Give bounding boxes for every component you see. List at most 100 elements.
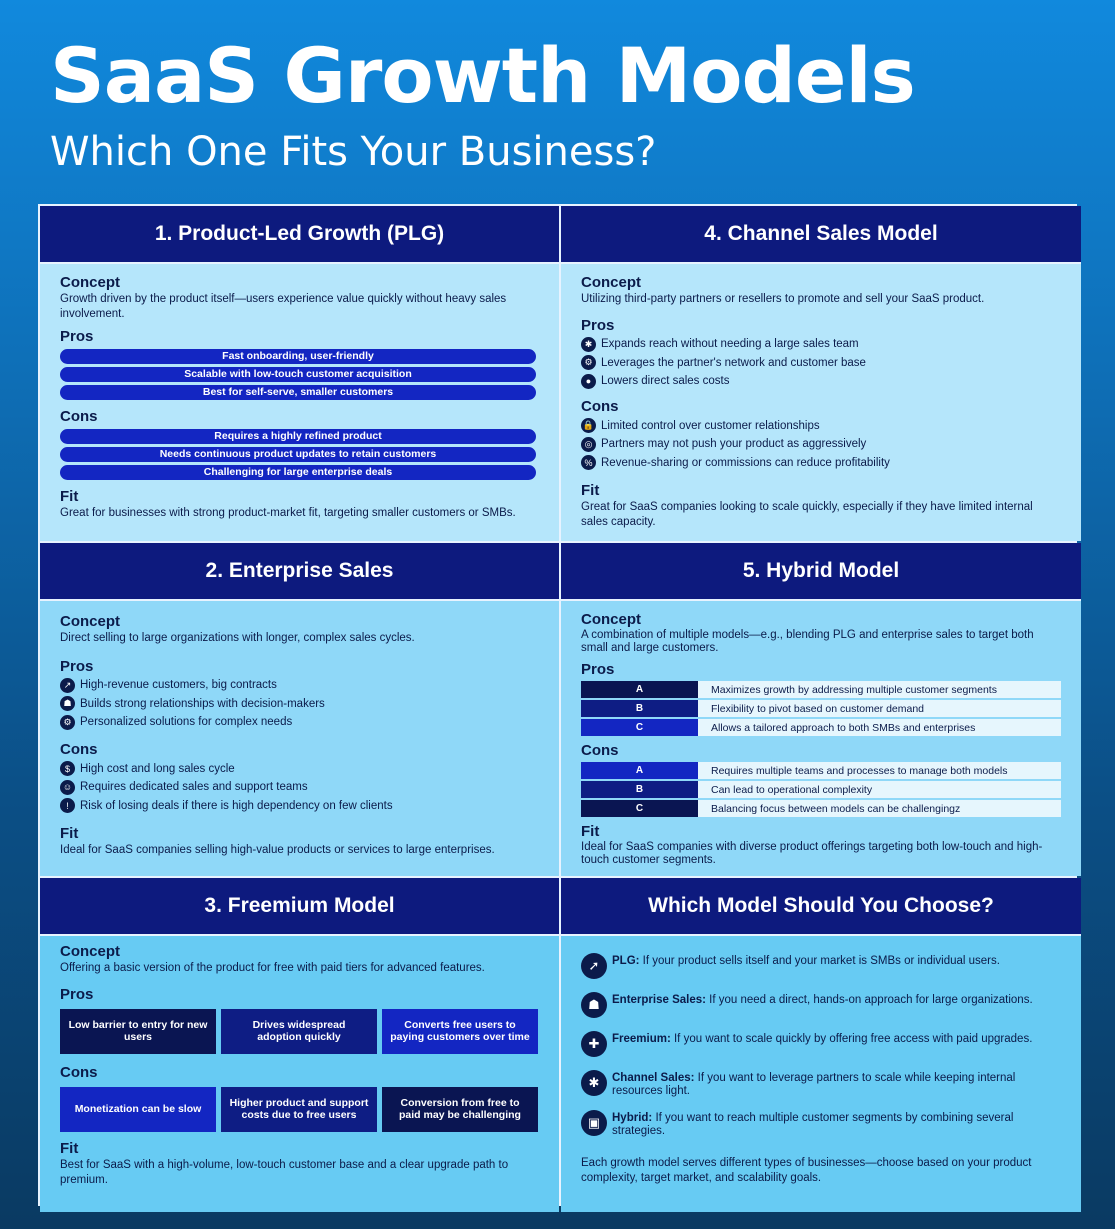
fit-heading: Fit	[581, 481, 600, 499]
lock-icon: 🔒	[581, 418, 596, 434]
choose-label: Freemium:	[612, 1033, 671, 1045]
pro-value: Maximizes growth by addressing multiple …	[698, 681, 1061, 699]
pro-text: Builds strong relationships with decisio…	[80, 697, 325, 710]
dollar-icon: $	[60, 761, 75, 777]
con-item: ☺ Requires dedicated sales and support te…	[60, 778, 539, 797]
fit-heading: Fit	[581, 823, 600, 841]
con-box: Higher product and support costs due to …	[221, 1086, 377, 1132]
pro-pill: Best for self-serve, smaller customers	[60, 384, 536, 400]
cons-heading: Cons	[60, 741, 98, 759]
panel-heading: 2. Enterprise Sales	[40, 543, 559, 601]
choose-description: If you want to leverage partners to scal…	[612, 1072, 1016, 1097]
pro-box: Converts free users to paying customers …	[382, 1008, 538, 1054]
page-subtitle: Which One Fits Your Business?	[50, 129, 657, 175]
pro-item: ☗ Builds strong relationships with decisi…	[60, 694, 539, 713]
con-pill: Needs continuous product updates to reta…	[60, 446, 536, 462]
pros-heading: Pros	[581, 661, 615, 679]
choose-footer: Each growth model serves different types…	[581, 1156, 1032, 1184]
con-item: 🔒 Limited control over customer relations…	[581, 416, 1061, 435]
choose-description: If you want to reach multiple customer s…	[612, 1112, 1014, 1137]
panel-channel-sales: 4. Channel Sales Model Concept Utilizing…	[561, 206, 1081, 541]
models-grid: 1. Product-Led Growth (PLG) Concept Grow…	[38, 204, 1081, 1212]
con-value: Balancing focus between models can be ch…	[698, 800, 1061, 818]
choose-description: If your product sells itself and your ma…	[639, 955, 1000, 967]
choose-label: Channel Sales:	[612, 1072, 695, 1084]
pros-heading: Pros	[60, 657, 94, 675]
pro-row: A Maximizes growth by addressing multiple…	[581, 681, 1061, 699]
con-row: A Requires multiple teams and processes t…	[581, 762, 1061, 780]
pros-heading: Pros	[581, 316, 615, 334]
fit-text: Great for SaaS companies looking to scal…	[581, 500, 1033, 528]
panel-which-model: Which Model Should You Choose? ➚ PLG: If …	[561, 878, 1081, 1212]
panel-heading: 5. Hybrid Model	[561, 543, 1081, 601]
choose-item: ✱ Channel Sales: If you want to leverage …	[581, 1070, 1061, 1097]
pro-key: B	[581, 700, 698, 718]
rocket-icon: ➚	[581, 953, 607, 979]
con-row: C Balancing focus between models can be c…	[581, 800, 1061, 818]
chart-icon: ↗	[60, 677, 75, 693]
panel-heading: 3. Freemium Model	[40, 878, 559, 936]
con-pill: Requires a highly refined product	[60, 428, 536, 444]
con-key: A	[581, 762, 698, 780]
pro-item: ⚙ Leverages the partner's network and cus…	[581, 353, 1061, 372]
pro-row: C Allows a tailored approach to both SMBs…	[581, 719, 1061, 737]
gift-icon: ✚	[581, 1031, 607, 1057]
panel-heading: 1. Product-Led Growth (PLG)	[40, 206, 559, 264]
pro-row: B Flexibility to pivot based on customer …	[581, 700, 1061, 718]
gear-icon: ⚙	[60, 714, 75, 730]
concept-text: Offering a basic version of the product …	[60, 962, 485, 974]
con-item: ! Risk of losing deals if there is high d…	[60, 796, 539, 815]
pros-heading: Pros	[60, 985, 94, 1003]
enterprise-team-icon: ☗	[581, 992, 607, 1018]
cons-heading: Cons	[60, 1063, 98, 1081]
pro-item: ● Lowers direct sales costs	[581, 372, 1061, 391]
concept-heading: Concept	[581, 611, 641, 628]
cons-heading: Cons	[581, 398, 619, 416]
choose-item: ▣ Hybrid: If you want to reach multiple c…	[581, 1110, 1061, 1137]
con-text: Partners may not push your product as ag…	[601, 438, 867, 451]
choose-description: If you need a direct, hands-on approach …	[705, 994, 1033, 1006]
panel-plg: 1. Product-Led Growth (PLG) Concept Grow…	[40, 206, 559, 541]
fit-heading: Fit	[60, 1139, 79, 1157]
people-icon: ☗	[60, 696, 75, 712]
con-text: High cost and long sales cycle	[80, 762, 235, 775]
concept-text: A combination of multiple models—e.g., b…	[581, 629, 1034, 654]
pro-text: Leverages the partner's network and cust…	[601, 356, 866, 369]
fit-text: Ideal for SaaS companies selling high-va…	[60, 843, 495, 856]
pro-pill: Scalable with low-touch customer acquisi…	[60, 366, 536, 382]
fit-text: Great for businesses with strong product…	[60, 506, 516, 519]
con-item: $ High cost and long sales cycle	[60, 759, 539, 778]
panel-freemium: 3. Freemium Model Concept Offering a bas…	[40, 878, 559, 1212]
con-text: Limited control over customer relationsh…	[601, 419, 820, 432]
choose-label: Hybrid:	[612, 1112, 653, 1125]
pro-key: A	[581, 681, 698, 699]
pro-pill: Fast onboarding, user-friendly	[60, 348, 536, 364]
warning-icon: !	[60, 798, 75, 814]
concept-text: Direct selling to large organizations wi…	[60, 632, 415, 644]
target-icon: ◎	[581, 436, 596, 452]
pro-text: High-revenue customers, big contracts	[80, 679, 277, 692]
panel-heading: Which Model Should You Choose?	[561, 878, 1081, 936]
choose-label: PLG:	[612, 955, 640, 967]
cons-heading: Cons	[60, 407, 98, 425]
handshake-icon: ✱	[581, 336, 596, 352]
choose-text: PLG: If your product sells itself and yo…	[612, 953, 1000, 968]
fit-heading: Fit	[60, 824, 79, 842]
choose-description: If you want to scale quickly by offering…	[670, 1033, 1033, 1045]
pro-text: Lowers direct sales costs	[601, 375, 730, 388]
choose-item: ☗ Enterprise Sales: If you need a direct,…	[581, 992, 1061, 1018]
concept-text: Growth driven by the product itself—user…	[60, 293, 507, 320]
percent-icon: %	[581, 455, 596, 471]
pros-heading: Pros	[60, 327, 94, 345]
fit-heading: Fit	[60, 487, 79, 505]
con-box: Conversion from free to paid may be chal…	[382, 1086, 538, 1132]
piggy-bank-icon: ●	[581, 373, 596, 389]
choose-text: Hybrid: If you want to reach multiple cu…	[612, 1110, 1061, 1137]
concept-heading: Concept	[60, 274, 120, 291]
pro-text: Expands reach without needing a large sa…	[601, 338, 859, 351]
panel-enterprise-sales: 2. Enterprise Sales Concept Direct selli…	[40, 543, 559, 876]
concept-heading: Concept	[60, 943, 120, 960]
choose-item: ✚ Freemium: If you want to scale quickly …	[581, 1031, 1061, 1057]
puzzle-icon: ✱	[581, 1070, 607, 1096]
cons-heading: Cons	[581, 742, 619, 760]
